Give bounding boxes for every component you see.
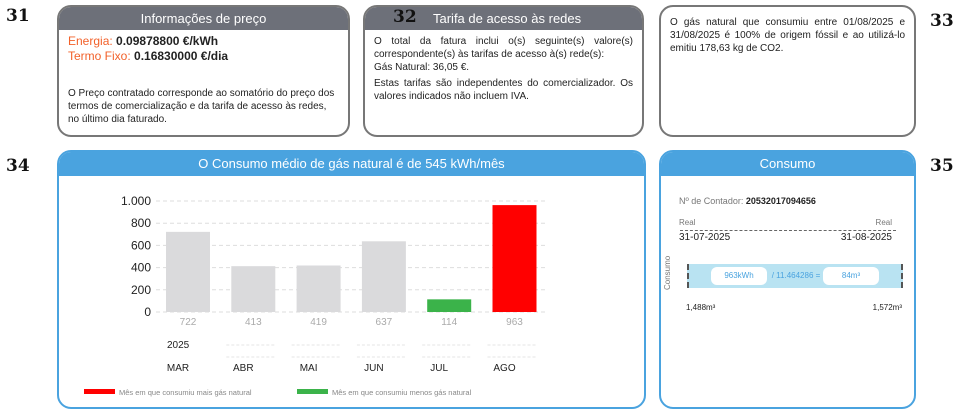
section-number: 32	[393, 7, 417, 27]
value-label: 963	[506, 317, 523, 328]
section-number: 33	[930, 11, 954, 31]
energy-label: Energia:	[68, 34, 113, 48]
bar-chart: 0 200 400 600 800 1.000 722 MAR 413 ABR 419 MAI 637 J…	[84, 194, 547, 397]
value-label: 114	[441, 317, 457, 328]
value-label: 419	[310, 317, 327, 328]
month-label: MAR	[167, 363, 189, 374]
bar-mar	[166, 231, 210, 312]
end-reading-type: Real	[875, 218, 892, 227]
tariff-note: Estas tarifas são independentes do comer…	[374, 78, 633, 102]
y-tick-label: 400	[131, 261, 151, 275]
year-label: 2025	[167, 340, 190, 351]
conversion-factor: / 11.464286 =	[771, 271, 821, 280]
legend-swatch	[84, 389, 115, 394]
kwh-value: 963kWh	[711, 267, 767, 285]
consumption-chart-panel: O Consumo médio de gás natural é de 545 …	[57, 150, 646, 409]
month-label: JUL	[430, 363, 448, 374]
consumption-axis-label: Consumo	[663, 255, 672, 290]
origin-text: O gás natural que consumiu entre 01/08/2…	[670, 17, 905, 54]
fixed-term-label: Termo Fixo:	[68, 49, 131, 63]
end-reading: 1,572m³	[872, 303, 902, 312]
value-label: 722	[180, 317, 197, 328]
bar-jul	[427, 299, 472, 312]
bar-mai	[296, 265, 341, 312]
panel-title: Tarifa de acesso às redes	[365, 7, 642, 30]
bar-ago	[492, 205, 537, 312]
y-tick-label: 1.000	[121, 194, 151, 208]
panel-title: Informações de preço	[59, 7, 348, 30]
m3-value: 84m³	[823, 267, 879, 285]
start-reading-type: Real	[679, 218, 696, 227]
legend-label: Mês em que consumiu menos gás natural	[332, 388, 472, 397]
price-info-panel: Informações de preço Energia: 0.09878800…	[57, 5, 350, 137]
section-number: 31	[6, 6, 30, 26]
section-number: 34	[6, 156, 30, 176]
y-tick-label: 600	[131, 238, 151, 252]
tariff-text: O total da fatura inclui o(s) seguinte(s…	[374, 36, 633, 60]
month-label: AGO	[493, 363, 515, 374]
origin-panel: O gás natural que consumiu entre 01/08/2…	[659, 5, 916, 137]
value-label: 413	[245, 317, 262, 328]
end-date: 31-08-2025	[840, 232, 892, 243]
meter-label: Nº de Contador:	[679, 196, 744, 206]
tariff-panel: Tarifa de acesso às redes 32 O total da …	[363, 5, 644, 137]
start-reading: 1,488m³	[686, 303, 716, 312]
month-label: ABR	[233, 363, 254, 374]
bar-abr	[231, 266, 276, 312]
section-number: 35	[930, 156, 954, 176]
period-line	[680, 230, 896, 231]
consumption-panel: Consumo Nº de Contador: 20532017094656 R…	[659, 150, 916, 409]
start-date: 31-07-2025	[679, 232, 731, 243]
y-tick-label: 0	[144, 305, 151, 319]
tariff-gas-value: Gás Natural: 36,05 €.	[374, 62, 470, 73]
energy-value: 0.09878800 €/kWh	[116, 34, 219, 48]
value-label: 637	[376, 317, 393, 328]
legend-swatch	[297, 389, 328, 394]
y-tick-label: 200	[131, 283, 151, 297]
bar-jun	[361, 241, 406, 312]
chart-title: O Consumo médio de gás natural é de 545 …	[59, 152, 644, 176]
legend-label: Mês em que consumiu mais gás natural	[119, 388, 252, 397]
price-note: O Preço contratado corresponde ao somató…	[68, 88, 335, 125]
consumption-bar: 963kWh / 11.464286 = 84m³	[687, 264, 903, 288]
y-tick-label: 800	[131, 216, 151, 230]
panel-title: Consumo	[661, 152, 914, 176]
month-label: JUN	[364, 363, 383, 374]
fixed-term-value: 0.16830000 €/dia	[134, 49, 229, 63]
meter-number: 20532017094656	[745, 196, 816, 206]
month-label: MAI	[300, 363, 318, 374]
